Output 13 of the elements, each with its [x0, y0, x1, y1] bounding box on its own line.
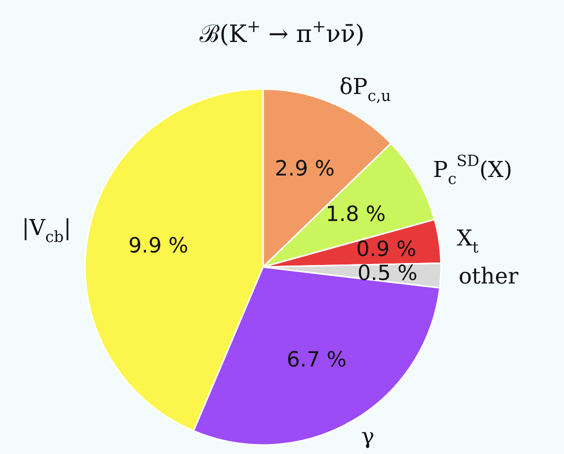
slice-label: γ: [361, 424, 374, 449]
slice-label: |V$_{cb}$|: [22, 215, 72, 246]
slice-label: P$_{c}$$^{SD}$(X): [433, 152, 512, 188]
data-label: 0.5 %: [357, 261, 418, 286]
data-label: 1.8 %: [326, 202, 386, 226]
data-label: 2.9 %: [274, 156, 335, 181]
slice-label: X$_{t}$: [456, 226, 480, 257]
slice-label: δP$_{c,u}$: [339, 74, 392, 105]
data-label: 6.7 %: [286, 347, 347, 372]
data-label: 0.9 %: [356, 236, 416, 261]
slice-label: other: [458, 264, 519, 289]
chart-title: ℬ(K$^{+}$ → π$^{+}$νν̄): [199, 16, 365, 48]
data-label: 9.9 %: [128, 234, 188, 258]
